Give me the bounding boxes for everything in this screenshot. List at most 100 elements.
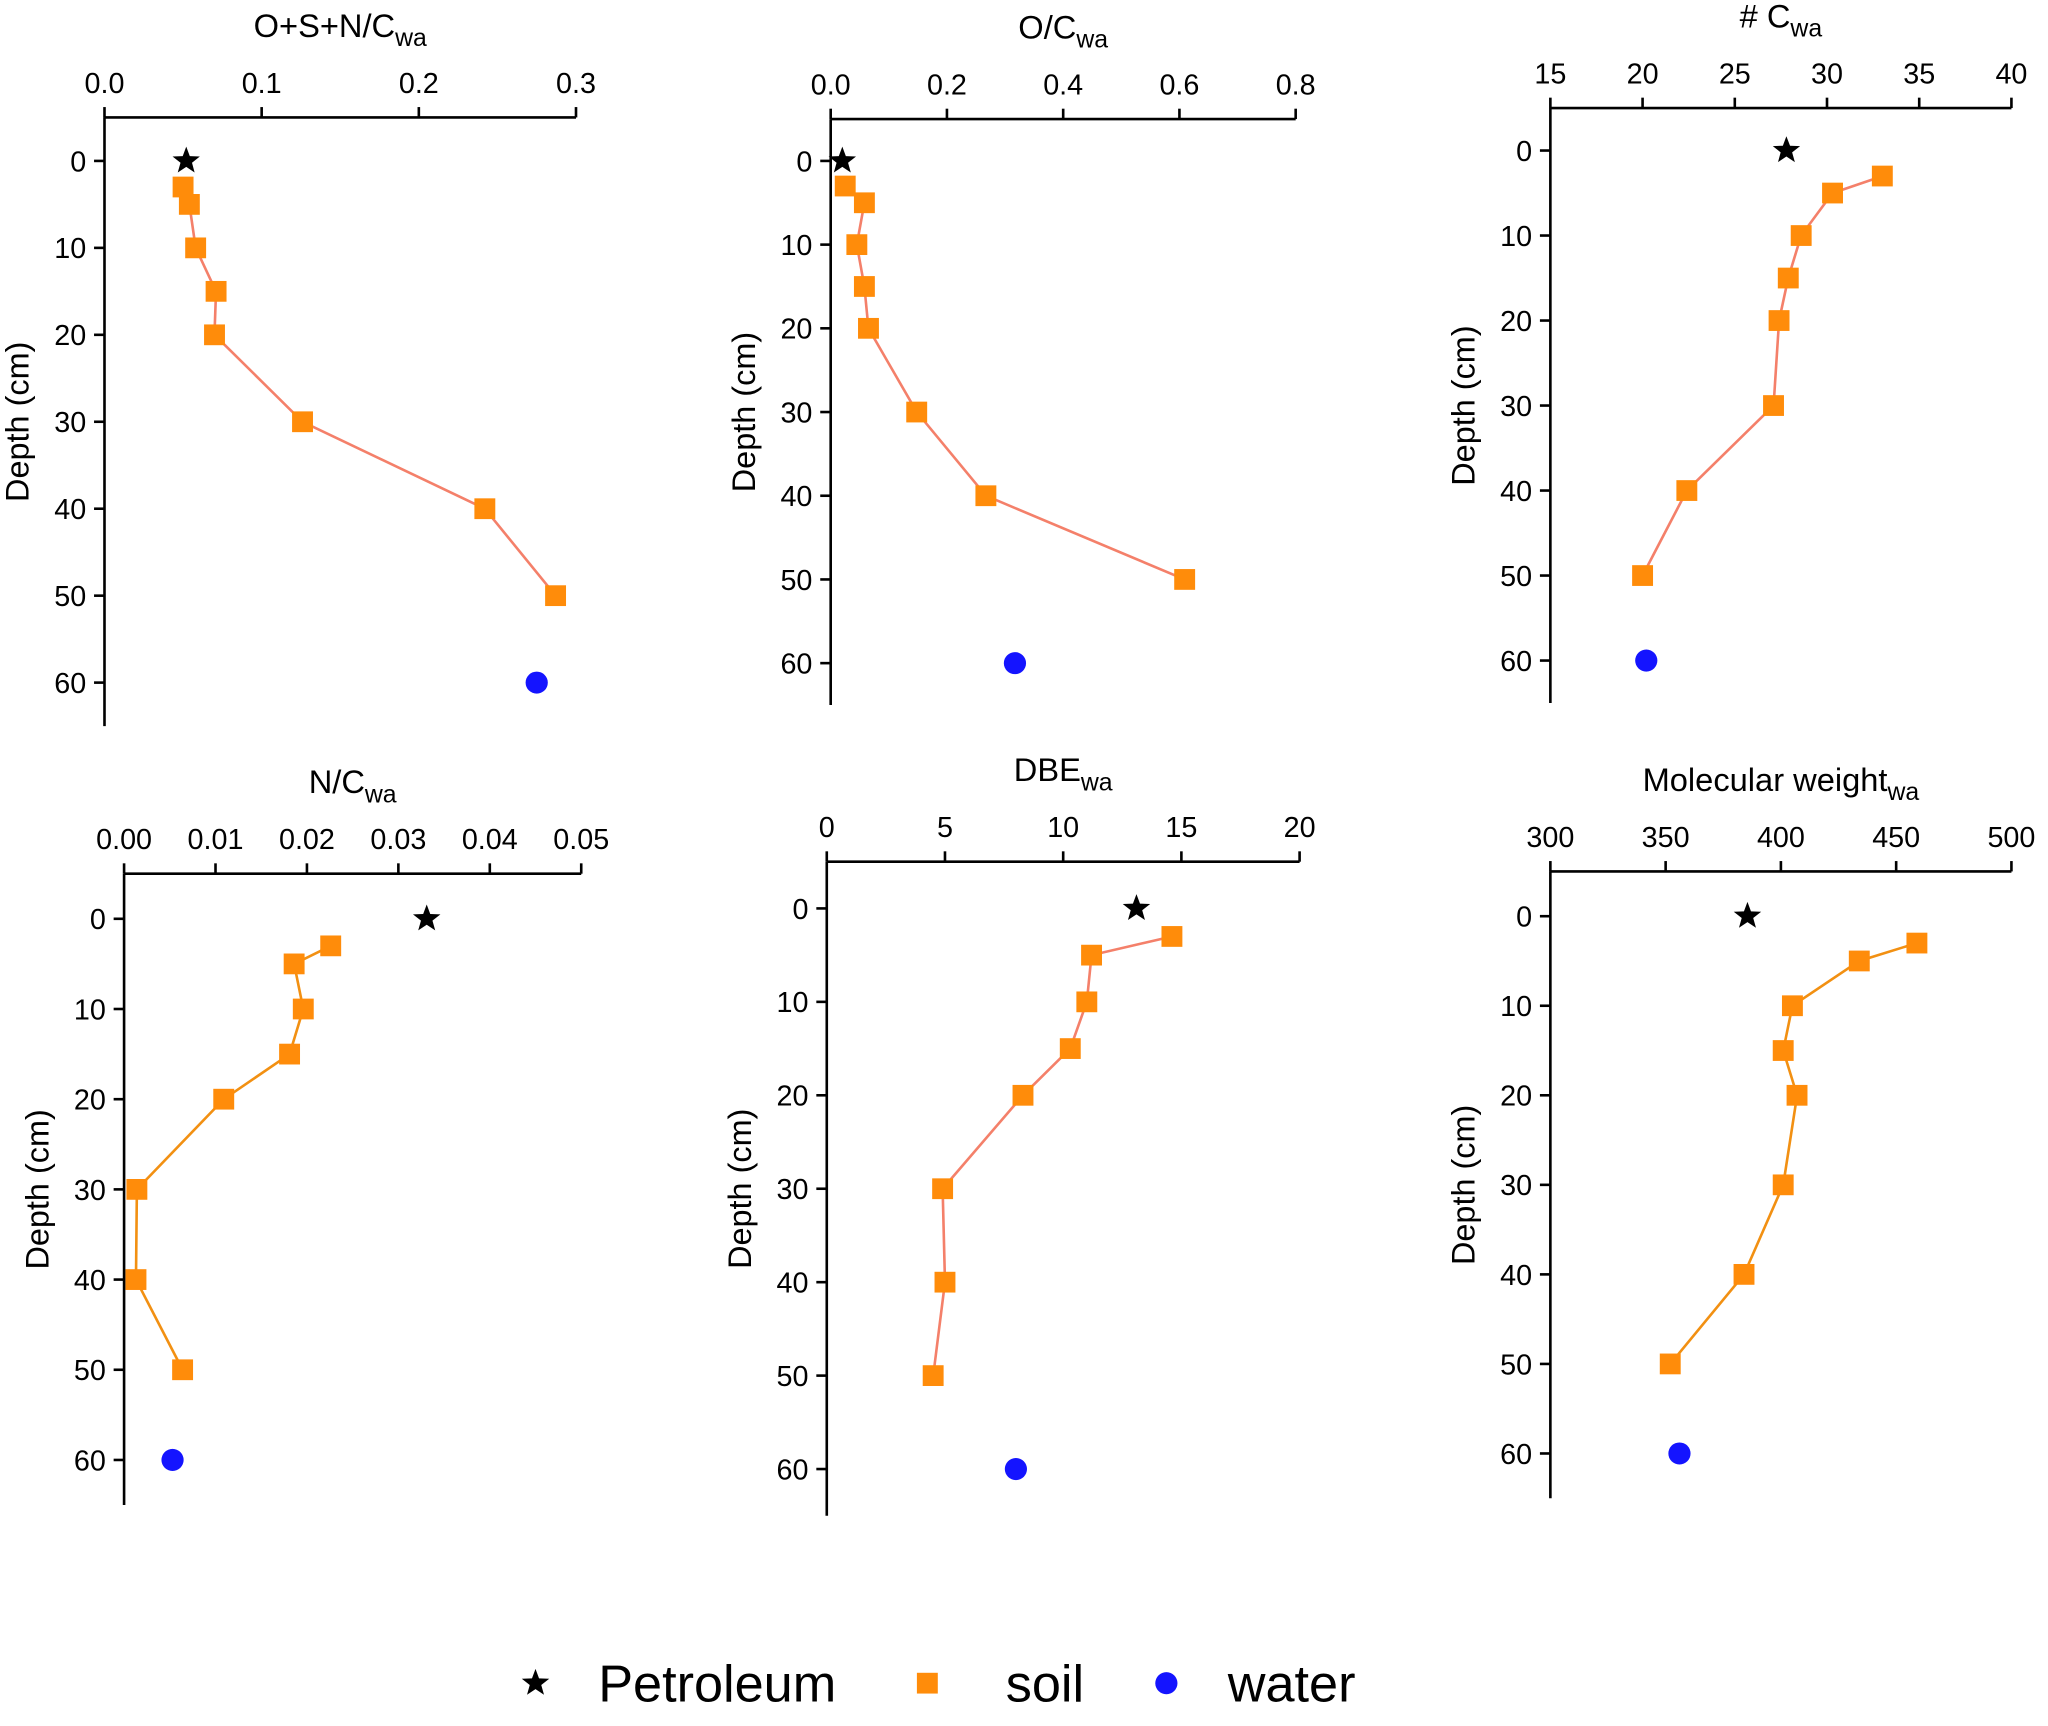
y-tick-label: 50 (777, 1361, 809, 1393)
square-marker (1786, 1084, 1808, 1106)
square-marker (1768, 310, 1790, 331)
square-marker (906, 401, 928, 423)
square-marker (126, 1179, 148, 1200)
square-marker (1733, 1264, 1755, 1285)
title-subscript: wa (1075, 27, 1108, 54)
x-tick-label: 0.6 (1159, 69, 1199, 101)
square-marker (213, 1088, 235, 1110)
square-marker (853, 192, 875, 214)
panel-title: O/Cwa (1018, 10, 1108, 54)
y-tick-label: 10 (74, 994, 106, 1026)
star-marker (412, 904, 441, 931)
square-marker (125, 1269, 147, 1290)
x-tick-label: 0.2 (927, 69, 967, 101)
panel: DBEwa Depth (cm) 0 5 10 15 20 0 10 20 30 40 50 60 (722, 752, 1316, 1516)
y-tick-label: 50 (74, 1355, 106, 1387)
panel: N/Cwa Depth (cm) 0.00 0.01 0.02 0.03 0.04 0.05 0… (19, 764, 609, 1506)
square-marker (172, 176, 194, 198)
y-tick-label: 40 (54, 494, 86, 526)
y-tick-label: 30 (777, 1174, 809, 1206)
x-tick-label: 0.0 (85, 68, 125, 100)
square-marker (1777, 267, 1799, 289)
star-marker (1733, 901, 1762, 928)
y-axis-label: Depth (cm) (1446, 325, 1482, 485)
square-marker (1781, 995, 1803, 1017)
panel: O/Cwa Depth (cm) 0.0 0.2 0.4 0.6 0.8 0 10 20 30 40 5… (726, 10, 1316, 705)
square-marker (975, 485, 997, 507)
x-tick-label: 0.01 (188, 824, 244, 856)
legend-label: water (1227, 1655, 1356, 1713)
square-marker (934, 1271, 956, 1293)
y-tick-label: 20 (54, 320, 86, 352)
square-marker (1174, 569, 1196, 590)
x-tick-label: 0.04 (462, 824, 518, 856)
square-marker (1772, 1174, 1794, 1196)
circle-marker (1003, 652, 1027, 675)
square-marker (292, 998, 314, 1020)
y-tick-label: 50 (780, 565, 812, 597)
square-marker (205, 280, 227, 302)
title-main: # C (1740, 0, 1791, 35)
x-tick-label: 10 (1047, 812, 1079, 844)
square-marker (545, 585, 567, 607)
y-tick-label: 20 (777, 1081, 809, 1113)
x-tick-label: 300 (1526, 822, 1574, 854)
circle-marker (525, 671, 548, 694)
x-tick-label: 0.05 (553, 824, 609, 856)
square-marker (846, 234, 868, 256)
title-subscript: wa (394, 25, 427, 52)
y-tick-label: 40 (777, 1268, 809, 1300)
panel: O+S+N/Cwa Depth (cm) 0.0 0.1 0.2 0.3 0 10 20 30 40… (0, 8, 596, 727)
y-tick-label: 60 (780, 649, 812, 681)
y-tick-label: 40 (1500, 476, 1532, 508)
y-tick-label: 60 (1500, 646, 1532, 678)
y-axis-label: Depth (cm) (722, 1109, 758, 1269)
x-tick-label: 35 (1903, 58, 1935, 90)
circle-marker (161, 1448, 184, 1471)
square-marker (1632, 565, 1654, 586)
square-marker (858, 317, 879, 339)
x-tick-label: 5 (937, 812, 953, 844)
y-tick-label: 20 (1500, 306, 1532, 338)
square-marker (320, 935, 342, 957)
title-subscript: wa (1789, 16, 1822, 43)
square-marker (1790, 225, 1812, 246)
square-marker (1871, 165, 1893, 187)
panel-title: N/Cwa (309, 764, 397, 808)
star-marker (172, 146, 200, 173)
square-marker (292, 411, 313, 433)
y-tick-label: 60 (1500, 1439, 1532, 1471)
circle-marker (1004, 1458, 1028, 1481)
y-axis-label: Depth (cm) (19, 1109, 55, 1269)
square-marker (932, 1178, 954, 1200)
square-marker (1012, 1084, 1034, 1106)
x-tick-label: 0.00 (96, 824, 152, 856)
y-tick-label: 50 (1500, 561, 1532, 593)
x-tick-label: 0.3 (556, 68, 596, 100)
x-tick-label: 0.0 (811, 69, 851, 101)
star-marker (1772, 136, 1801, 163)
series-line (1641, 174, 1883, 577)
x-tick-label: 0.4 (1043, 69, 1083, 101)
title-main: N/C (309, 764, 365, 800)
square-marker (1076, 991, 1098, 1013)
y-tick-label: 20 (780, 314, 812, 346)
panel-title: O+S+N/Cwa (254, 8, 427, 52)
square-marker (1659, 1353, 1681, 1375)
square-marker (1676, 480, 1698, 501)
x-tick-label: 350 (1642, 822, 1690, 854)
legend-marker (916, 1672, 938, 1694)
y-tick-label: 0 (90, 904, 106, 936)
y-tick-label: 30 (54, 407, 86, 439)
y-tick-label: 60 (54, 668, 86, 700)
square-marker (1772, 1040, 1794, 1061)
series-line (844, 184, 1186, 581)
series-line (1669, 941, 1918, 1365)
x-tick-label: 0.1 (242, 68, 282, 100)
square-marker (1822, 182, 1843, 204)
series-line (181, 186, 557, 597)
x-tick-label: 15 (1534, 58, 1566, 90)
y-tick-label: 60 (74, 1445, 106, 1477)
y-tick-label: 30 (74, 1175, 106, 1207)
